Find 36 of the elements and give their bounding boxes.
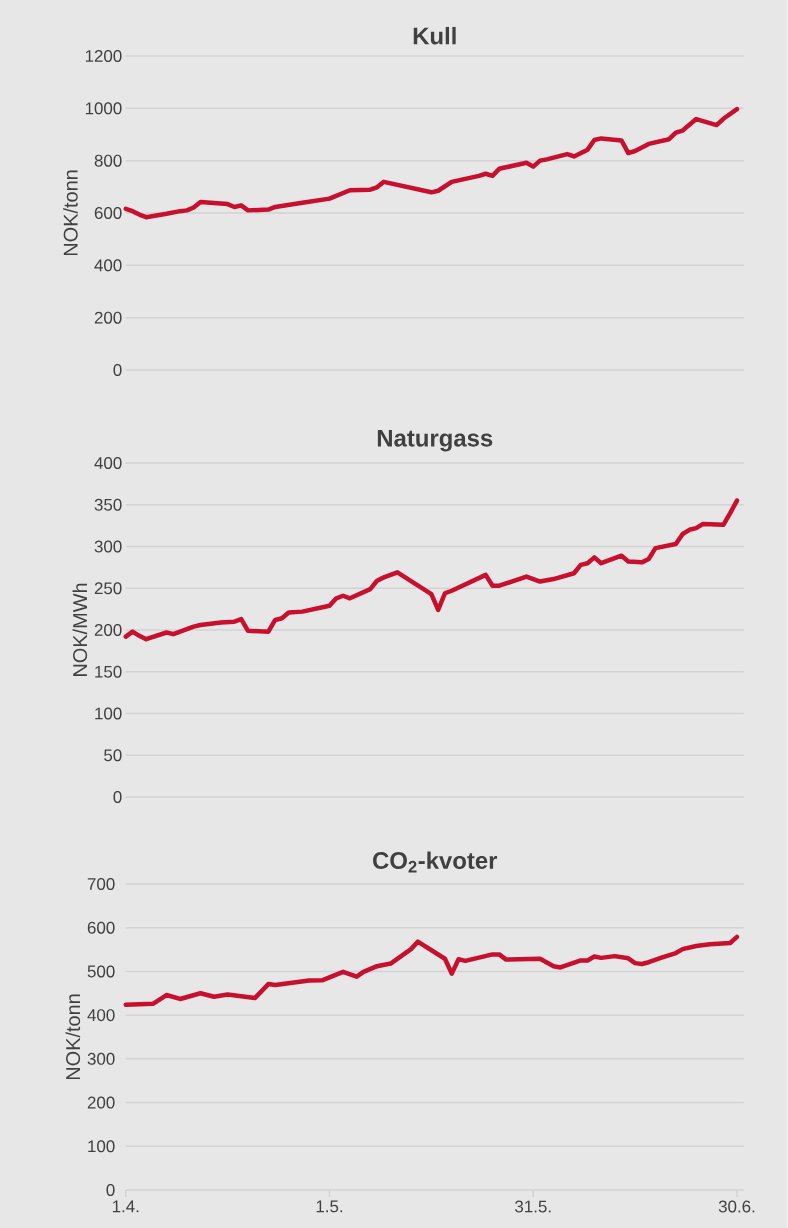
y-tick-label: 400 — [94, 259, 122, 272]
y-tick-label: 700 — [87, 878, 115, 890]
y-tick-label: 200 — [87, 1096, 115, 1109]
y-tick-label: 200 — [94, 624, 122, 636]
y-tick-label: 350 — [94, 498, 122, 511]
chart-title: Naturgass — [378, 429, 493, 452]
y-tick-label: 100 — [88, 1140, 115, 1153]
y-tick-label: 300 — [87, 1052, 115, 1065]
line-series — [123, 498, 740, 642]
x-tick-label: 1.4. — [113, 1200, 139, 1213]
y-axis-title: NOK/tonn — [63, 170, 78, 256]
y-tick-label: 200 — [94, 311, 122, 324]
y-axis-title: NOK/tonn — [65, 994, 81, 1080]
y-tick-label: 500 — [87, 965, 115, 978]
x-tick-label: 30.6. — [718, 1200, 755, 1213]
y-tick-label: 1200 — [85, 49, 122, 62]
x-tick-label: 1.5. — [316, 1200, 343, 1213]
y-tick-label: 0 — [113, 363, 122, 376]
y-tick-label: 50 — [104, 749, 122, 762]
y-axis-title: NOK/MWh — [72, 583, 88, 676]
y-tick-label: 150 — [95, 665, 122, 678]
y-tick-label: 0 — [106, 1184, 115, 1196]
chart-title: CO$_{2}$-kvoter — [373, 851, 498, 873]
y-tick-label: 800 — [94, 154, 122, 167]
y-tick-label: 0 — [113, 791, 122, 803]
y-tick-label: 1000 — [85, 102, 122, 115]
y-tick-label: 400 — [94, 457, 122, 469]
y-tick-label: 400 — [87, 1009, 115, 1022]
y-tick-label: 100 — [95, 707, 122, 720]
x-tick-label: 31.5. — [515, 1200, 551, 1213]
line-series — [123, 934, 740, 1007]
chart-title: Kull — [413, 26, 456, 45]
y-tick-label: 600 — [87, 921, 115, 934]
y-tick-label: 250 — [94, 582, 122, 595]
y-tick-label: 600 — [94, 206, 122, 219]
y-tick-label: 300 — [94, 540, 122, 553]
